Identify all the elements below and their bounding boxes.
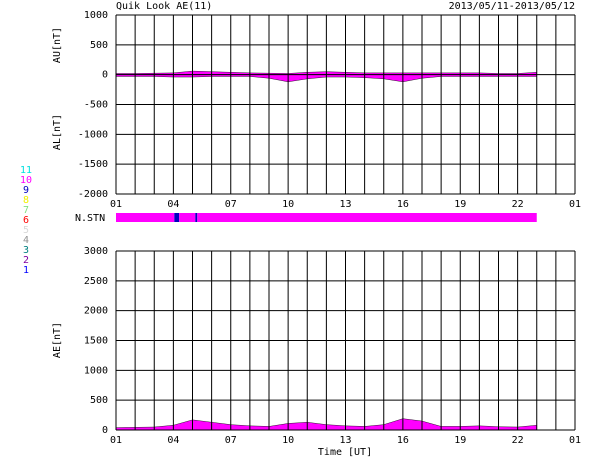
x-tick-label: 19	[454, 435, 466, 446]
station-segment	[195, 213, 198, 222]
x-tick-label: 13	[339, 435, 351, 446]
x-tick-label: 13	[339, 199, 351, 210]
legend-entry: 8	[23, 195, 29, 206]
x-tick-label: 19	[454, 199, 466, 210]
legend-entry: 10	[20, 175, 32, 186]
legend-entry: 2	[23, 255, 29, 266]
y-tick-label: 500	[90, 395, 108, 406]
y-axis-label: AL[nT]	[52, 114, 63, 150]
station-segment	[174, 213, 180, 222]
x-tick-label: 04	[167, 435, 179, 446]
x-tick-label: 01	[569, 199, 581, 210]
y-tick-label: 1500	[84, 336, 108, 347]
area	[115, 74, 537, 83]
x-tick-label: 16	[397, 435, 409, 446]
x-tick-label: 01	[110, 199, 122, 210]
x-tick-label: 04	[167, 199, 179, 210]
x-tick-label: 10	[282, 435, 294, 446]
legend-entry: 4	[23, 235, 29, 246]
y-tick-label: 2000	[84, 306, 108, 317]
x-tick-label: 22	[512, 199, 524, 210]
x-tick-label: 10	[282, 199, 294, 210]
y-axis-label: AU[nT]	[52, 27, 63, 63]
station-segment	[197, 213, 537, 222]
x-tick-label: 01	[110, 435, 122, 446]
legend-entry: 11	[20, 165, 32, 176]
legend-entry: 6	[23, 215, 29, 226]
area	[115, 418, 537, 431]
station-segment	[179, 213, 196, 222]
y-tick-label: -2000	[78, 189, 108, 200]
x-tick-label: 07	[225, 199, 237, 210]
y-axis-label: AE[nT]	[52, 322, 63, 358]
y-tick-label: 3000	[84, 246, 108, 257]
x-axis-label: Time [UT]	[318, 447, 372, 458]
y-tick-label: 500	[90, 40, 108, 51]
legend-entry: 5	[23, 225, 29, 236]
legend-entry: 7	[23, 205, 29, 216]
y-tick-label: -1500	[78, 159, 108, 170]
chart-title: Quik Look AE(11)	[116, 1, 212, 12]
y-tick-label: -1000	[78, 129, 108, 140]
y-tick-label: 0	[102, 70, 108, 81]
y-tick-label: 0	[102, 425, 108, 436]
x-tick-label: 01	[569, 435, 581, 446]
x-tick-label: 07	[225, 435, 237, 446]
date-range: 2013/05/11-2013/05/12	[449, 1, 575, 12]
y-tick-label: 1000	[84, 10, 108, 21]
band-label: N.STN	[75, 213, 105, 224]
y-tick-label: 2500	[84, 276, 108, 287]
legend-entry: 9	[23, 185, 29, 196]
x-tick-label: 22	[512, 435, 524, 446]
station-segment	[116, 213, 175, 222]
legend-entry: 3	[23, 245, 29, 256]
y-tick-label: 1000	[84, 365, 108, 376]
y-tick-label: -500	[84, 100, 108, 111]
x-tick-label: 16	[397, 199, 409, 210]
legend-entry: 1	[23, 265, 29, 276]
